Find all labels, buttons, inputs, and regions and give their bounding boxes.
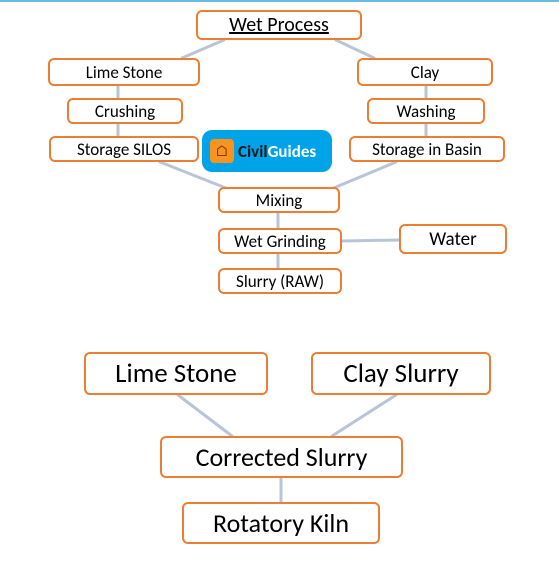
node-limestone2: Lime Stone [84,352,268,395]
diagram-canvas: ⌂ CivilGuides Wet Process Lime Stone Crush… [0,2,559,561]
civilguides-logo: ⌂ CivilGuides [202,130,332,172]
node-corrected: Corrected Slurry [160,436,403,478]
node-mixing: Mixing [218,187,340,213]
logo-prefix: Civil [238,141,268,162]
node-kiln: Rotatory Kiln [182,502,380,544]
node-silos: Storage SILOS [49,136,199,162]
node-title: Wet Process [196,10,362,40]
node-water: Water [399,224,507,254]
node-wetgrind: Wet Grinding [218,228,342,254]
logo-suffix: Guides [268,141,317,162]
node-clay: Clay [357,58,493,86]
logo-text: CivilGuides [238,141,316,162]
node-slurryraw: Slurry (RAW) [218,268,342,294]
node-washing: Washing [367,98,485,124]
node-limestone: Lime Stone [48,58,200,86]
node-crushing: Crushing [67,98,183,124]
node-clayslurry: Clay Slurry [311,352,491,395]
node-basin: Storage in Basin [349,136,505,162]
house-icon: ⌂ [210,139,234,163]
